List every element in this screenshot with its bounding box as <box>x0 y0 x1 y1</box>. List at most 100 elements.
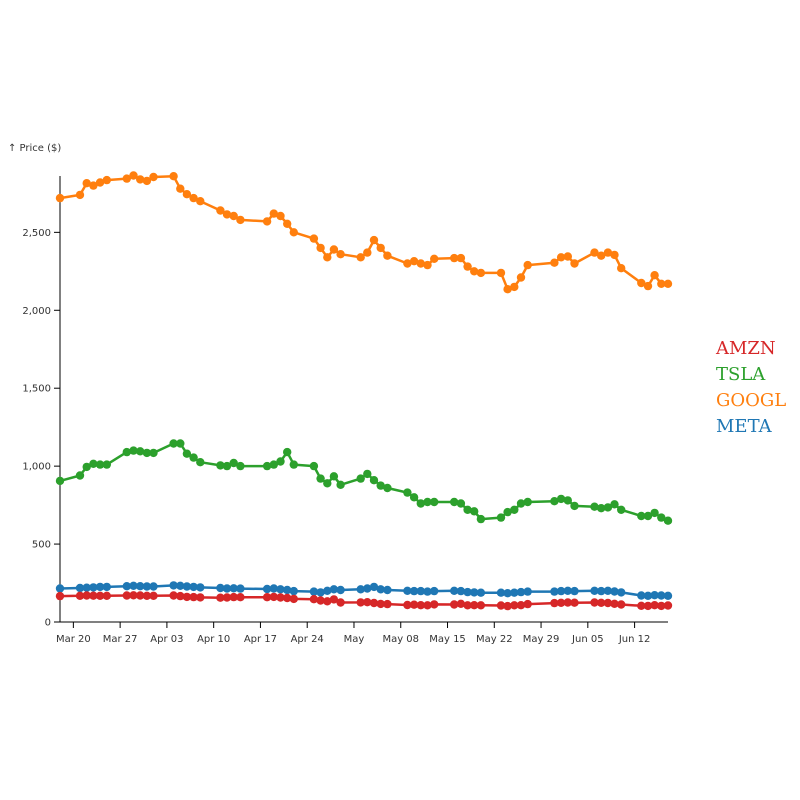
data-point-googl <box>276 211 285 221</box>
data-point-tsla <box>316 474 325 483</box>
data-point-tsla <box>216 461 225 470</box>
data-point-amzn <box>376 599 385 609</box>
data-point-tsla <box>329 472 339 481</box>
data-point-tsla <box>149 448 158 458</box>
data-point-tsla <box>603 503 613 512</box>
data-point-amzn <box>663 601 673 610</box>
data-point-amzn <box>289 594 298 604</box>
data-point-googl <box>176 184 185 193</box>
data-point-meta <box>503 589 512 598</box>
data-point-meta <box>95 582 105 592</box>
data-point-tsla <box>182 449 192 458</box>
data-point-tsla <box>610 500 619 509</box>
data-point-meta <box>556 586 566 596</box>
data-point-amzn <box>102 591 112 600</box>
data-point-amzn <box>309 595 319 604</box>
data-point-amzn <box>229 592 238 602</box>
data-point-tsla <box>276 457 285 466</box>
data-point-amzn <box>423 601 432 610</box>
series-meta <box>55 581 673 600</box>
x-tick-label: Jun 05 <box>571 634 604 645</box>
y-axis-title: ↑ Price ($) <box>8 143 61 154</box>
data-point-meta <box>643 591 653 600</box>
data-point-tsla <box>657 513 666 522</box>
data-point-amzn <box>470 601 479 610</box>
data-point-meta <box>176 581 185 590</box>
data-point-meta <box>323 586 332 595</box>
data-point-googl <box>222 210 232 219</box>
data-point-tsla <box>456 499 466 508</box>
data-point-tsla <box>369 476 379 485</box>
data-point-amzn <box>142 591 152 600</box>
data-point-meta <box>196 583 205 592</box>
data-point-amzn <box>430 600 439 609</box>
data-point-tsla <box>416 499 425 508</box>
data-point-meta <box>55 584 65 593</box>
data-point-amzn <box>189 592 198 602</box>
data-point-googl <box>229 211 238 221</box>
x-tick-label: May 08 <box>382 634 419 645</box>
data-point-tsla <box>376 481 385 490</box>
data-point-meta <box>650 591 659 600</box>
data-point-googl <box>369 235 379 245</box>
data-point-amzn <box>516 601 526 610</box>
x-axis: Mar 20 Mar 27 Apr 03 Apr 10 Apr 17 Apr 24 May M… <box>56 621 668 645</box>
data-point-amzn <box>55 591 65 601</box>
data-point-meta <box>356 585 365 594</box>
data-point-amzn <box>496 601 506 610</box>
data-point-googl <box>89 181 98 190</box>
data-point-meta <box>82 583 91 592</box>
data-point-meta <box>149 582 158 591</box>
legend-item-meta: META <box>716 416 773 437</box>
data-point-amzn <box>456 599 466 608</box>
data-point-meta <box>336 585 345 595</box>
data-point-tsla <box>222 461 232 471</box>
data-point-meta <box>363 584 372 593</box>
data-point-tsla <box>430 497 439 507</box>
data-point-googl <box>603 248 613 257</box>
data-point-googl <box>316 243 325 253</box>
data-point-googl <box>430 254 439 263</box>
series-googl <box>55 171 673 294</box>
data-point-googl <box>476 268 486 278</box>
data-point-tsla <box>75 471 85 480</box>
data-point-tsla <box>262 461 272 471</box>
data-point-amzn <box>450 600 459 609</box>
data-point-meta <box>476 588 486 597</box>
x-tick-label: Apr 24 <box>291 634 324 645</box>
data-point-tsla <box>409 493 419 502</box>
data-point-googl <box>510 282 519 292</box>
data-point-tsla <box>510 505 519 514</box>
data-point-googl <box>590 248 599 257</box>
data-point-meta <box>75 583 85 593</box>
series-layer <box>55 171 673 611</box>
data-point-googl <box>136 175 145 184</box>
data-point-meta <box>316 588 325 597</box>
data-point-meta <box>269 584 278 593</box>
data-point-amzn <box>196 593 205 602</box>
data-point-googl <box>597 251 606 260</box>
data-point-tsla <box>309 461 319 471</box>
x-tick-label: Apr 17 <box>244 634 277 645</box>
data-point-meta <box>236 584 245 593</box>
data-point-tsla <box>236 461 245 471</box>
data-point-meta <box>456 586 466 596</box>
data-point-amzn <box>476 601 486 610</box>
data-point-tsla <box>336 480 345 489</box>
data-point-googl <box>363 248 372 257</box>
data-point-meta <box>182 582 192 591</box>
data-point-tsla <box>196 458 205 467</box>
data-point-tsla <box>463 505 472 514</box>
data-point-tsla <box>516 499 526 508</box>
data-point-meta <box>610 587 619 596</box>
data-point-meta <box>590 586 599 595</box>
data-point-googl <box>563 252 572 261</box>
data-point-googl <box>463 262 472 271</box>
data-point-meta <box>376 585 385 594</box>
data-point-googl <box>416 259 425 268</box>
data-point-amzn <box>95 591 105 600</box>
x-tick-label: Jun 12 <box>618 634 651 645</box>
data-point-amzn <box>650 601 659 610</box>
data-point-meta <box>563 586 572 595</box>
data-point-meta <box>416 586 425 596</box>
